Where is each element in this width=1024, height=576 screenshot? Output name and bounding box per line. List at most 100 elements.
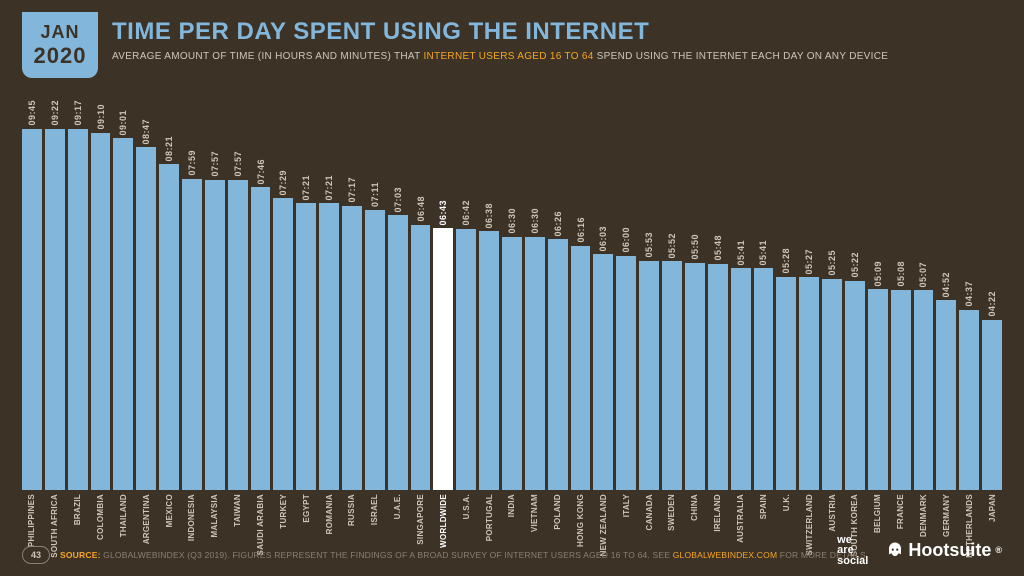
bar-column: 09:10COLOMBIA [91, 100, 111, 490]
bar-label: BELGIUM [873, 494, 882, 533]
bar-value: 09:01 [118, 110, 128, 136]
bar-value: 05:08 [896, 261, 906, 287]
bar-value: 05:28 [781, 248, 791, 274]
bar-column: 08:21MEXICO [159, 100, 179, 490]
bar-value: 05:48 [713, 235, 723, 261]
bar-label: TAIWAN [233, 494, 242, 527]
bar-value: 07:03 [393, 187, 403, 213]
bar [799, 277, 819, 490]
bar-value: 07:21 [301, 175, 311, 201]
bar [982, 320, 1002, 490]
bar-column: 05:08FRANCE [891, 100, 911, 490]
subtitle-pre: AVERAGE AMOUNT OF TIME (IN HOURS AND MIN… [112, 51, 423, 62]
bar-column: 06:30INDIA [502, 100, 522, 490]
bar-value: 07:57 [233, 151, 243, 177]
bar [365, 210, 385, 490]
subtitle-highlight: INTERNET USERS AGED 16 TO 64 [423, 51, 593, 62]
bar-label: AUSTRALIA [736, 494, 745, 543]
bar-column: 05:48IRELAND [708, 100, 728, 490]
bar-column: 04:22JAPAN [982, 100, 1002, 490]
bar-column: 07:11ISRAEL [365, 100, 385, 490]
bar [593, 254, 613, 490]
bar-label: DENMARK [919, 494, 928, 537]
bar [228, 180, 248, 490]
bar-value: 06:03 [598, 226, 608, 252]
logos: we are social Hootsuite® [837, 535, 1002, 566]
bar-label: ISRAEL [370, 494, 379, 525]
bar [525, 237, 545, 491]
bar-label: VIETNAM [530, 494, 539, 532]
bar-column: 07:59INDONESIA [182, 100, 202, 490]
bar-value: 06:38 [484, 203, 494, 229]
bar [685, 263, 705, 491]
bar-value: 05:53 [644, 232, 654, 258]
bar-column: 07:03U.A.E. [388, 100, 408, 490]
bar-label: INDIA [507, 494, 516, 517]
bar-label: EGYPT [302, 494, 311, 523]
bar-value: 05:09 [873, 261, 883, 287]
bar [159, 164, 179, 490]
bar-label: SWEDEN [667, 494, 676, 531]
bar-value: 09:22 [50, 100, 60, 126]
bar-label: PHILIPPINES [27, 494, 36, 547]
source-link: GLOBALWEBINDEX.COM [673, 550, 778, 560]
bar-column: 05:09BELGIUM [868, 100, 888, 490]
bar-label: ROMANIA [325, 494, 334, 534]
bar-label: COLOMBIA [96, 494, 105, 540]
source-text-pre: GLOBALWEBINDEX (Q3 2019). FIGURES REPRES… [101, 550, 673, 560]
hootsuite-reg: ® [995, 545, 1002, 555]
bar [479, 231, 499, 490]
bar-column: 07:21ROMANIA [319, 100, 339, 490]
bar-value: 06:48 [416, 196, 426, 222]
bar-column: 09:22SOUTH AFRICA [45, 100, 65, 490]
bar-value: 04:22 [987, 291, 997, 317]
bar-label: MEXICO [165, 494, 174, 527]
bar-label: U.S.A. [462, 494, 471, 519]
bar-label: U.K. [782, 494, 791, 511]
bar-value: 06:42 [461, 200, 471, 226]
bar [388, 215, 408, 490]
bar-label: POLAND [553, 494, 562, 530]
bar-column: 05:28U.K. [776, 100, 796, 490]
bar-label: WORLDWIDE [439, 494, 448, 548]
bar [205, 180, 225, 490]
bar [342, 206, 362, 490]
bar-column: 07:21EGYPT [296, 100, 316, 490]
bar-label: AUSTRIA [828, 494, 837, 532]
bar [273, 198, 293, 490]
bar-value: 05:25 [827, 250, 837, 276]
bar-column: 04:52GERMANY [936, 100, 956, 490]
bar-label: SPAIN [759, 494, 768, 519]
bar-chart: 09:45PHILIPPINES09:22SOUTH AFRICA09:17BR… [22, 100, 1002, 490]
bar-column: 07:17RUSSIA [342, 100, 362, 490]
owl-icon [886, 541, 904, 559]
bar [936, 300, 956, 490]
bar [822, 279, 842, 490]
bar-column: 06:42U.S.A. [456, 100, 476, 490]
bar [136, 147, 156, 490]
bar-label: SINGAPORE [416, 494, 425, 545]
bar-column: 05:52SWEDEN [662, 100, 682, 490]
bar-column: 06:38PORTUGAL [479, 100, 499, 490]
bar-column: 06:43WORLDWIDE [433, 100, 453, 490]
bar-column: 04:37NETHERLANDS [959, 100, 979, 490]
wearesocial-line3: social [837, 556, 868, 566]
bar [731, 268, 751, 490]
bar [959, 310, 979, 490]
bar-column: 05:27SWITZERLAND [799, 100, 819, 490]
bar [251, 187, 271, 490]
bar-column: 09:17BRAZIL [68, 100, 88, 490]
bar-column: 09:01THAILAND [113, 100, 133, 490]
bar-value: 07:46 [256, 159, 266, 185]
bar-value: 05:41 [758, 240, 768, 266]
bar-value: 05:52 [667, 233, 677, 259]
page-title: TIME PER DAY SPENT USING THE INTERNET [112, 18, 1000, 46]
bar [868, 289, 888, 490]
bar [639, 261, 659, 490]
bar-value: 07:11 [370, 182, 380, 207]
bar-value: 07:59 [187, 150, 197, 176]
bar-value: 04:37 [964, 281, 974, 307]
bar-label: ARGENTINA [142, 494, 151, 544]
hootsuite-text: Hootsuite [908, 540, 991, 561]
date-badge: JAN 2020 [22, 12, 98, 78]
